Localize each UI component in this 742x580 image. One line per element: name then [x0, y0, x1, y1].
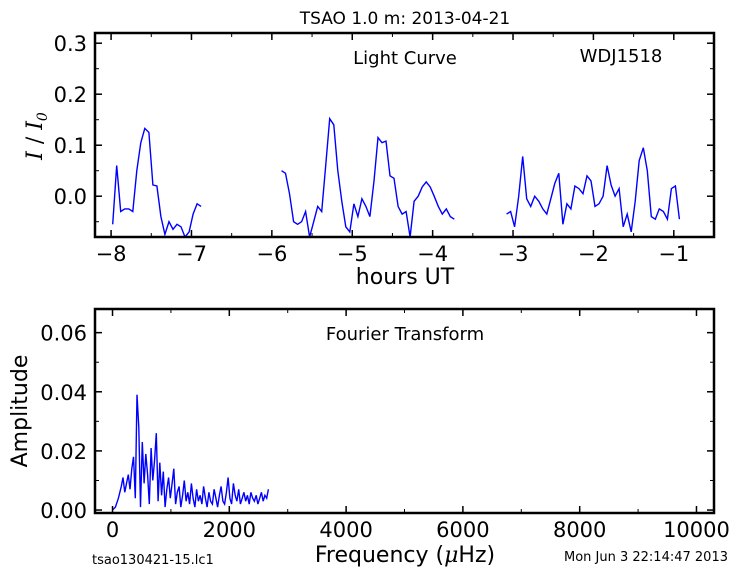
fourier-ticks: 0 2000 4000 6000 8000 10000 0.00 0.02 0.04 0.06 — [40, 309, 730, 542]
footer-timestamp: Mon Jun 3 22:14:47 2013 — [564, 550, 728, 565]
fourier-xlabel: Frequency (μHz) — [315, 543, 495, 568]
light-curve-annotation: WDJ1518 — [580, 46, 663, 67]
light-curve-xlabel: hours UT — [356, 265, 455, 290]
light-curve-ytick-label: 0.3 — [54, 32, 87, 56]
fourier-ylabel: Amplitude — [8, 355, 33, 468]
light-curve-ticks: −8 −7 −6 −5 −4 −3 −2 −1 0.0 0.1 0.2 0.3 — [54, 32, 715, 266]
light-curve-ylabel-sub: 0 — [35, 112, 51, 121]
light-curve-xtick-label: −3 — [498, 242, 529, 266]
fourier-xlabel-suffix: Hz) — [458, 543, 495, 568]
fourier-xtick-label: 6000 — [436, 518, 489, 542]
fourier-title: Fourier Transform — [326, 324, 484, 345]
fourier-xtick-label: 0 — [106, 518, 119, 542]
light-curve-ytick-label: 0.0 — [54, 185, 87, 209]
light-curve-series-line-1 — [281, 116, 455, 237]
light-curve-plot-area — [112, 116, 681, 237]
light-curve-xtick-label: −1 — [658, 242, 689, 266]
light-curve-frame — [93, 31, 716, 239]
light-curve-ylabel: I / I0 — [23, 112, 51, 161]
fourier-xlabel-mu: μ — [444, 543, 458, 568]
footer-filename: tsao130421-15.lc1 — [92, 553, 214, 568]
light-curve-series-line-0 — [112, 127, 202, 237]
fourier-ytick-label: 0.00 — [40, 499, 87, 523]
fourier-plot-area — [112, 394, 270, 511]
light-curve-xtick-label: −2 — [578, 242, 609, 266]
fourier-ytick-label: 0.04 — [40, 381, 87, 405]
light-curve-ylabel-main: I — [23, 150, 48, 161]
fourier-xtick-label: 10000 — [663, 518, 730, 542]
fourier-xtick-label: 2000 — [203, 518, 256, 542]
light-curve-xtick-label: −8 — [96, 242, 127, 266]
light-curve-title: Light Curve — [353, 48, 457, 69]
light-curve-xtick-label: −5 — [337, 242, 368, 266]
fourier-series-line-0 — [112, 394, 270, 511]
fourier-ytick-label: 0.06 — [40, 322, 87, 346]
fourier-xtick-label: 4000 — [319, 518, 372, 542]
fourier-panel: 0 2000 4000 6000 8000 10000 0.00 0.02 0.04 0.06 F… — [8, 307, 730, 568]
light-curve-panel: −8 −7 −6 −5 −4 −3 −2 −1 0.0 0.1 0.2 0.3 Light Curve… — [23, 31, 716, 290]
light-curve-xtick-label: −7 — [176, 242, 207, 266]
light-curve-xtick-label: −4 — [417, 242, 448, 266]
light-curve-ytick-label: 0.1 — [54, 134, 87, 158]
light-curve-series-line-2 — [506, 147, 681, 233]
light-curve-xtick-label: −6 — [256, 242, 287, 266]
light-curve-ytick-label: 0.2 — [54, 83, 87, 107]
figure-title: TSAO 1.0 m: 2013-04-21 — [299, 9, 511, 29]
fourier-xtick-label: 8000 — [553, 518, 606, 542]
fourier-ytick-label: 0.02 — [40, 440, 87, 464]
light-curve-ylabel-sep: / — [23, 130, 48, 151]
light-curve-ylabel-base: I — [23, 120, 48, 131]
fourier-xlabel-prefix: Frequency ( — [315, 543, 444, 568]
